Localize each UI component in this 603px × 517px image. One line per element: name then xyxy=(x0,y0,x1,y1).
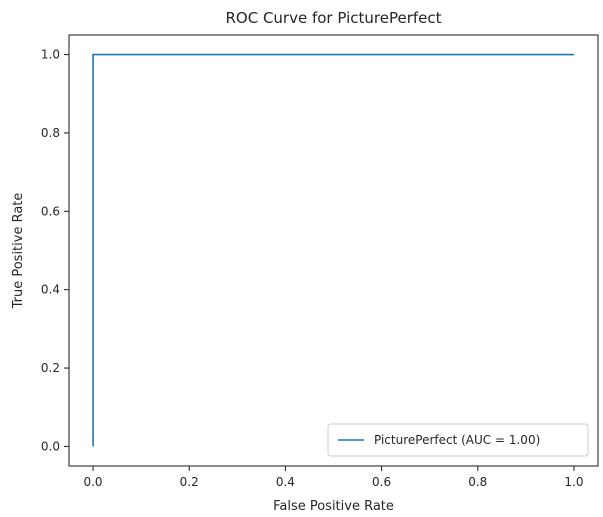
legend-entry-label: PicturePerfect (AUC = 1.00) xyxy=(374,433,540,447)
x-tick-label: 0.2 xyxy=(180,475,199,489)
y-axis-label: True Positive Rate xyxy=(11,193,26,310)
y-tick-label: 0.0 xyxy=(41,439,60,453)
plot-area xyxy=(92,53,574,447)
x-tick-label: 0.4 xyxy=(276,475,295,489)
x-tick-label: 0.6 xyxy=(372,475,391,489)
x-axis-label: False Positive Rate xyxy=(273,499,394,514)
plot-frame xyxy=(68,34,599,467)
chart-title: ROC Curve for PicturePerfect xyxy=(225,9,441,27)
axes: 0.0 0.2 0.4 0.6 0.8 1.0 0.0 0.2 0.4 0.6 0.8 1.0 xyxy=(41,34,599,489)
y-tick-label: 0.6 xyxy=(41,204,60,218)
y-tick-label: 0.2 xyxy=(41,361,60,375)
y-tick-label: 0.4 xyxy=(41,283,60,297)
x-tick-label: 0.8 xyxy=(468,475,487,489)
y-tick-label: 0.8 xyxy=(41,126,60,140)
x-tick-label: 0.0 xyxy=(83,475,102,489)
x-tick-label: 1.0 xyxy=(564,475,583,489)
y-tick-label: 1.0 xyxy=(41,48,60,62)
legend-box xyxy=(327,423,589,457)
roc-curve-line xyxy=(92,53,574,447)
legend: PicturePerfect (AUC = 1.00) xyxy=(327,423,589,457)
